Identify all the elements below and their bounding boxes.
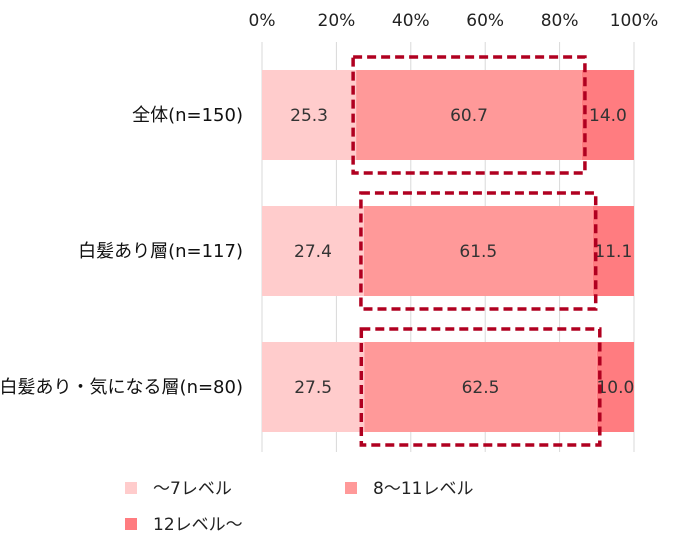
data-label: 60.7 [450,106,488,126]
data-label: 61.5 [459,242,497,262]
data-label: 14.0 [589,106,627,126]
data-label: 62.5 [462,378,500,398]
category-labels: 全体(n=150) 白髪あり層(n=117) 白髪あり・気になる層(n=80) [0,105,243,398]
bar-segment [596,342,634,432]
x-tick-label: 40% [392,11,430,31]
x-axis-ticks: 0% 20% 40% 60% 80% 100% [249,11,659,31]
x-tick-label: 60% [466,11,504,31]
data-label: 27.5 [294,378,332,398]
legend-swatch [125,482,137,494]
category-label: 全体(n=150) [132,105,243,126]
bar-segment [262,70,357,160]
bar-segment [262,342,365,432]
legend-label: ～7レベル [153,479,232,499]
highlight-box [359,191,598,311]
category-label: 白髪あり層(n=117) [78,240,243,262]
legend-label: 12レベル～ [153,515,243,535]
data-label: 25.3 [290,106,328,126]
bar-segment [581,70,634,160]
bars: 25.3 60.7 14.0 27.4 61.5 11.1 27.5 62.5 10.0 [262,70,634,432]
data-label: 27.4 [294,242,332,262]
bar-segment [592,206,634,296]
bar-segment [262,206,364,296]
highlight-box [359,327,602,447]
category-label: 白髪あり・気になる層(n=80) [0,376,243,398]
legend-swatch [125,518,137,530]
data-label: 10.0 [596,378,634,398]
highlight-box [351,55,587,175]
bar-segment [364,342,597,432]
legend-swatch [345,482,357,494]
legend: ～7レベル 8～11レベル 12レベル～ [125,479,473,535]
x-tick-label: 0% [249,11,276,31]
x-tick-label: 20% [318,11,356,31]
bar-segment [363,206,593,296]
data-label: 11.1 [594,242,632,262]
x-tick-label: 100% [610,11,659,31]
highlight-boxes [351,55,602,447]
legend-label: 8～11レベル [373,479,473,499]
x-tick-label: 80% [541,11,579,31]
bar-segment [356,70,582,160]
